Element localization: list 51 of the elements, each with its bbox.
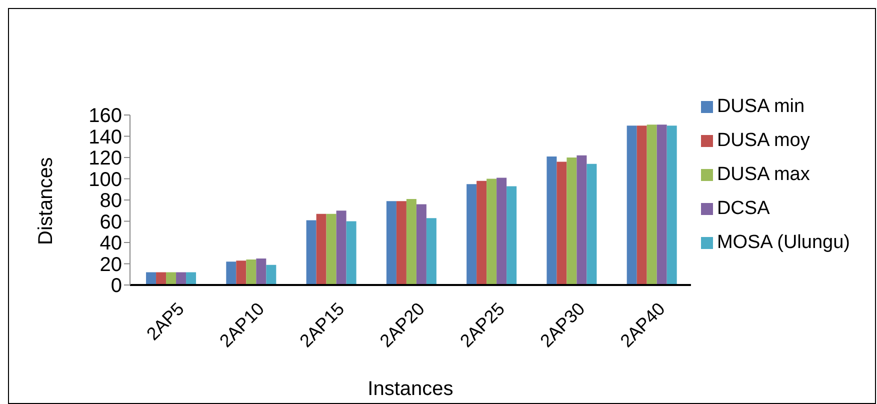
bar [476,180,487,285]
bar [576,155,587,285]
bar [586,164,597,285]
bar [236,260,246,285]
y-tick-label: 140 [88,126,122,148]
bar [636,126,647,285]
y-tick-label: 0 [110,275,122,298]
bar [266,264,276,285]
legend-label: DUSA min [716,96,805,117]
bar [176,272,186,285]
y-tick-label: 120 [88,148,122,170]
bar [426,218,436,285]
bar [626,126,637,285]
bar [386,201,396,285]
bar [146,272,156,285]
y-tick-label: 60 [100,211,122,234]
bar [466,184,477,285]
bar [256,258,266,285]
y-tick-label: 160 [88,105,122,128]
y-tick-label: 40 [100,232,122,255]
bar [546,156,557,285]
bar [646,124,657,285]
bar [306,220,316,285]
y-axis-title: Distances [35,157,58,245]
bar [156,272,166,285]
bar [316,214,326,285]
legend-label: MOSA (Ulungu) [716,232,850,253]
bar [566,158,577,285]
legend-label: DUSA moy [716,130,810,151]
bar [336,210,346,285]
bar [406,198,416,285]
bar [166,272,176,285]
y-tick-label: 20 [100,254,122,276]
y-tick-label: 80 [100,190,122,212]
bar [666,126,677,285]
bar [396,201,406,285]
legend-label: DUSA max [716,164,810,185]
bar [486,178,497,285]
bar [326,214,336,285]
legend-label: DCSA [716,198,770,219]
bar [246,260,256,285]
bar [346,221,356,285]
y-tick-label: 100 [88,168,122,191]
bar [186,272,196,285]
bar [656,124,667,285]
bar [416,204,426,285]
bar [226,262,236,285]
x-axis-title: Instances [368,378,454,400]
bar [496,178,507,285]
bar [506,186,517,285]
bar [556,162,567,285]
